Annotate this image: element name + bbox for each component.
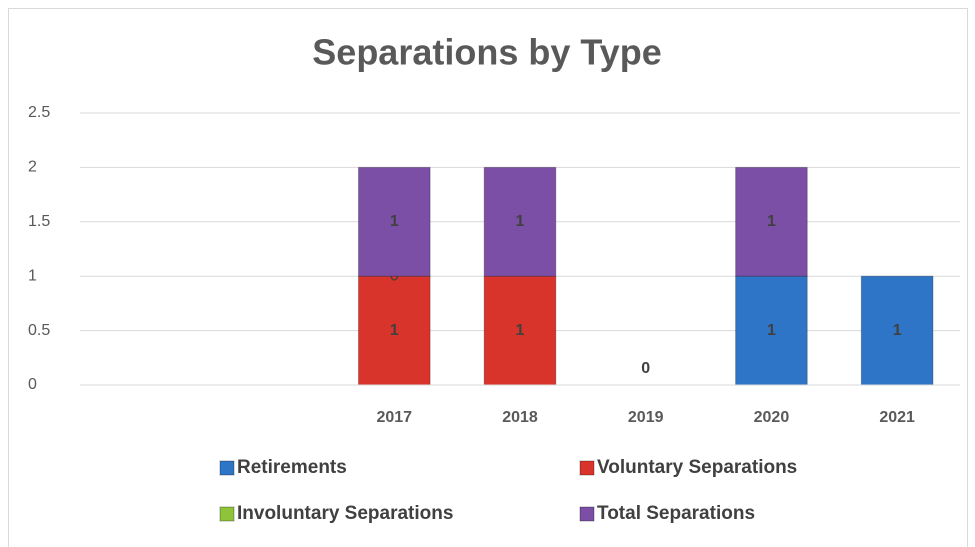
bar-segment [735,166,808,277]
legend-label: Involuntary Separations [237,503,453,524]
x-tick-label: 2020 [754,409,790,426]
bar-segment [483,166,557,277]
y-tick-label: 0.5 [28,322,50,339]
x-tick-label: 2017 [376,409,412,426]
data-label: 1 [767,322,776,339]
y-tick-label: 1.5 [28,213,50,230]
legend-swatch [219,506,235,522]
data-label: 1 [516,213,525,230]
legend-swatch [579,506,595,522]
legend-label: Total Separations [597,503,755,524]
y-tick-label: 0 [28,376,37,393]
data-label: 1 [390,322,399,339]
y-tick-label: 1 [28,267,37,284]
x-tick-label: 2021 [879,409,915,426]
bar-segment [860,275,934,386]
data-label: 1 [893,322,902,339]
bar-segment [357,166,431,277]
legend-label: Voluntary Separations [597,457,797,478]
y-tick-label: 2.5 [28,104,50,121]
bar-segment [735,275,808,386]
x-tick-label: 2019 [628,409,664,426]
y-tick-label: 2 [28,159,37,176]
chart-title: Separations by Type [312,32,661,73]
data-label: 0 [641,360,650,377]
x-tick-label: 2018 [502,409,538,426]
data-label: 1 [390,213,399,230]
legend-label: Retirements [237,457,347,478]
data-label: 1 [516,322,525,339]
data-label: 1 [767,213,776,230]
legend-swatch [219,460,235,476]
legend-swatch [579,460,595,476]
